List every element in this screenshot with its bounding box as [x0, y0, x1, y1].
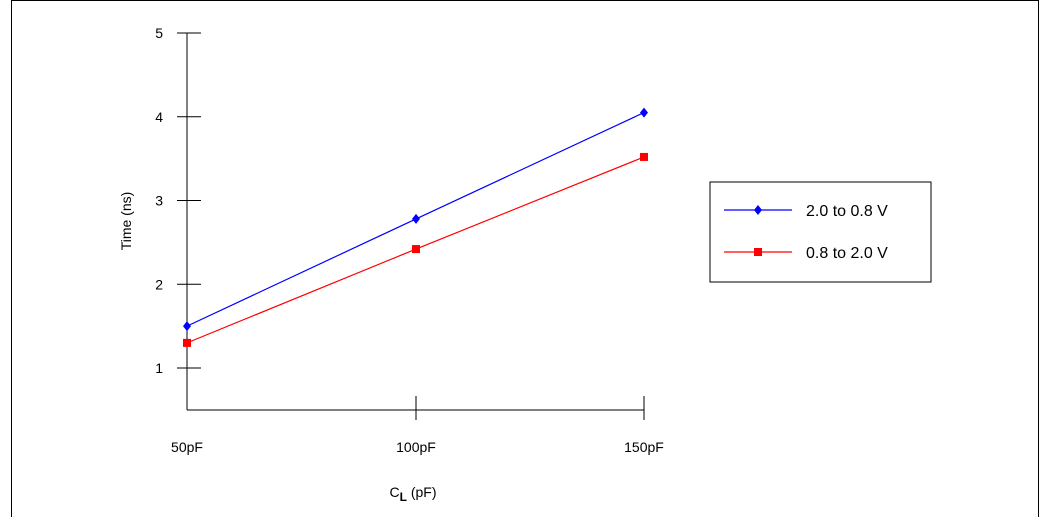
data-point-marker: [183, 321, 191, 332]
x-axis-label: CL (pF): [389, 484, 436, 504]
legend-swatch-marker: [754, 248, 762, 256]
series-2: [183, 152, 648, 347]
legend-label: 0.8 to 2.0 V: [806, 245, 888, 262]
y-ticks: 1 2 3 4 5: [155, 25, 201, 376]
data-point-marker: [640, 107, 648, 118]
x-axis-label-main: C: [389, 484, 399, 500]
series-1: [183, 107, 648, 332]
x-axis-label-subscript: L: [400, 490, 407, 504]
data-point-marker: [640, 152, 648, 161]
legend-item: 2.0 to 0.8 V: [724, 203, 888, 220]
chart-frame: [11, 0, 1039, 517]
y-tick-label: 5: [155, 25, 163, 41]
data-point-marker: [183, 338, 191, 347]
x-tick-label: 50pF: [171, 439, 203, 455]
legend-swatch-marker: [754, 205, 762, 215]
y-axis-label: Time (ns): [118, 192, 134, 251]
x-axis-label-unit: (pF): [407, 484, 437, 500]
legend-item: 0.8 to 2.0 V: [724, 245, 888, 262]
data-point-marker: [412, 213, 420, 224]
y-tick-label: 2: [155, 276, 163, 292]
legend: 2.0 to 0.8 V 0.8 to 2.0 V: [709, 181, 932, 283]
legend-box: [709, 181, 932, 283]
y-tick-label: 1: [155, 360, 163, 376]
x-ticks: 50pF 100pF 150pF: [171, 396, 664, 455]
data-point-marker: [412, 245, 420, 254]
y-tick-label: 3: [155, 193, 163, 209]
legend-label: 2.0 to 0.8 V: [806, 203, 888, 220]
y-tick-label: 4: [155, 109, 163, 125]
x-tick-label: 100pF: [396, 439, 436, 455]
series-lines: [183, 107, 648, 347]
x-tick-label: 150pF: [624, 439, 664, 455]
